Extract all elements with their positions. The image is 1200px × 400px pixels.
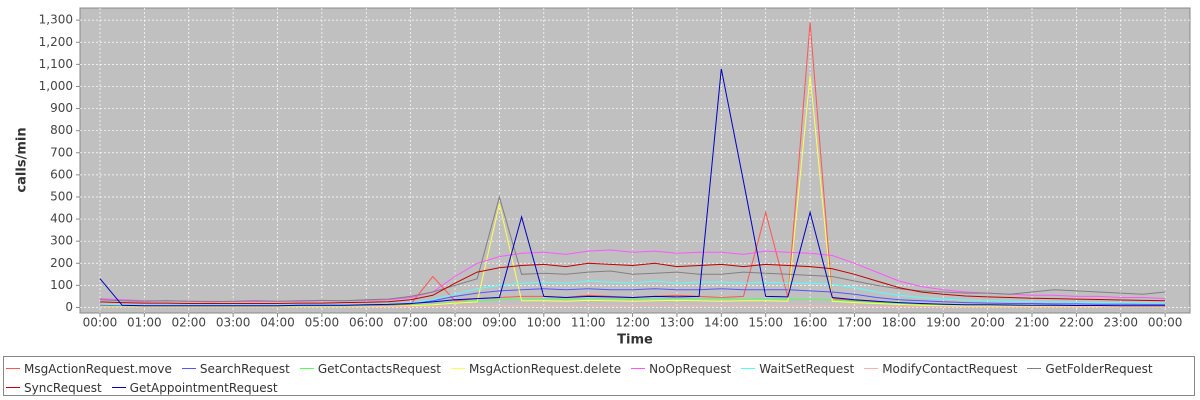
legend-label: WaitSetRequest xyxy=(759,361,855,376)
y-tick-label: 1,300 xyxy=(39,13,73,27)
x-tick-label: 00:00 xyxy=(83,316,118,330)
x-tick-label: 07:00 xyxy=(393,316,428,330)
x-tick-label: 21:00 xyxy=(1015,316,1050,330)
legend-label: ModifyContactRequest xyxy=(882,361,1018,376)
x-tick-label: 14:00 xyxy=(704,316,739,330)
x-tick-label: 05:00 xyxy=(305,316,340,330)
x-tick-label: 17:00 xyxy=(837,316,872,330)
x-tick-label: 10:00 xyxy=(526,316,561,330)
legend-swatch xyxy=(631,368,646,369)
plot-area xyxy=(79,7,1191,314)
x-tick-label: 08:00 xyxy=(438,316,473,330)
legend-label: GetFolderRequest xyxy=(1045,361,1153,376)
y-tick-label: 1,200 xyxy=(39,35,73,49)
y-tick-label: 0 xyxy=(65,300,73,314)
legend-swatch xyxy=(864,368,879,369)
legend-item: ModifyContactRequest xyxy=(864,359,1017,378)
x-tick-label: 15:00 xyxy=(748,316,783,330)
x-tick-label: 23:00 xyxy=(1103,316,1138,330)
legend-item: NoOpRequest xyxy=(631,359,731,378)
x-tick-label: 12:00 xyxy=(615,316,650,330)
x-tick-label: 09:00 xyxy=(482,316,517,330)
y-tick-label: 700 xyxy=(50,145,73,159)
legend: MsgActionRequest.move SearchRequest GetCon… xyxy=(3,356,1195,396)
series-line xyxy=(99,68,1166,307)
x-tick-label: 06:00 xyxy=(349,316,384,330)
legend-item: MsgActionRequest.delete xyxy=(450,359,622,378)
legend-swatch xyxy=(181,368,196,369)
legend-swatch xyxy=(111,387,126,388)
y-tick-label: 1,000 xyxy=(39,79,73,93)
y-tick-label: 500 xyxy=(50,189,73,203)
x-tick-label: 18:00 xyxy=(882,316,917,330)
legend-swatch xyxy=(450,368,465,369)
series-line xyxy=(99,262,1166,304)
x-tick-label: 01:00 xyxy=(127,316,162,330)
legend-label: SearchRequest xyxy=(199,361,290,376)
x-tick-label: 04:00 xyxy=(260,316,295,330)
y-tick-label: 300 xyxy=(50,234,73,248)
y-tick-label: 400 xyxy=(50,212,73,226)
x-tick-label: 13:00 xyxy=(660,316,695,330)
legend-swatch xyxy=(6,387,20,388)
x-tick-label: 02:00 xyxy=(171,316,206,330)
y-tick-label: 1,100 xyxy=(39,57,73,71)
legend-item: GetContactsRequest xyxy=(299,359,441,378)
legend-swatch xyxy=(299,368,314,369)
x-tick-label: 20:00 xyxy=(970,316,1005,330)
x-tick-label: 11:00 xyxy=(571,316,606,330)
x-tick-label: 03:00 xyxy=(216,316,251,330)
legend-label: NoOpRequest xyxy=(649,361,732,376)
y-tick-label: 200 xyxy=(50,256,73,270)
legend-label: GetAppointmentRequest xyxy=(129,380,278,395)
legend-item: SyncRequest xyxy=(6,378,102,397)
y-tick-label: 600 xyxy=(50,167,73,181)
chart: calls/min Time 0 100 200 300 400 500 600 700 800… xyxy=(15,7,1191,348)
x-tick-label: 00:00 xyxy=(1148,316,1183,330)
legend-swatch xyxy=(741,368,756,369)
x-axis-title: Time xyxy=(617,333,653,348)
legend-item: MsgActionRequest.move xyxy=(6,359,172,378)
y-axis-title: calls/min xyxy=(15,127,30,192)
x-tick-label: 22:00 xyxy=(1059,316,1094,330)
legend-swatch xyxy=(1027,368,1042,369)
x-tick-label: 16:00 xyxy=(793,316,828,330)
y-tick-label: 100 xyxy=(50,278,73,292)
y-tick-label: 900 xyxy=(50,101,73,115)
y-tick-label: 800 xyxy=(50,123,73,137)
legend-item: SearchRequest xyxy=(181,359,290,378)
x-tick-label: 19:00 xyxy=(926,316,961,330)
legend-label: MsgActionRequest.delete xyxy=(468,361,622,376)
series-line xyxy=(100,304,1166,308)
legend-item: GetAppointmentRequest xyxy=(111,378,278,397)
legend-label: MsgActionRequest.move xyxy=(24,361,172,376)
series-line xyxy=(99,195,1166,303)
legend-label: GetContactsRequest xyxy=(317,361,441,376)
legend-label: SyncRequest xyxy=(24,380,102,395)
legend-item: GetFolderRequest xyxy=(1027,359,1153,378)
legend-item: WaitSetRequest xyxy=(741,359,854,378)
legend-swatch xyxy=(6,368,20,369)
